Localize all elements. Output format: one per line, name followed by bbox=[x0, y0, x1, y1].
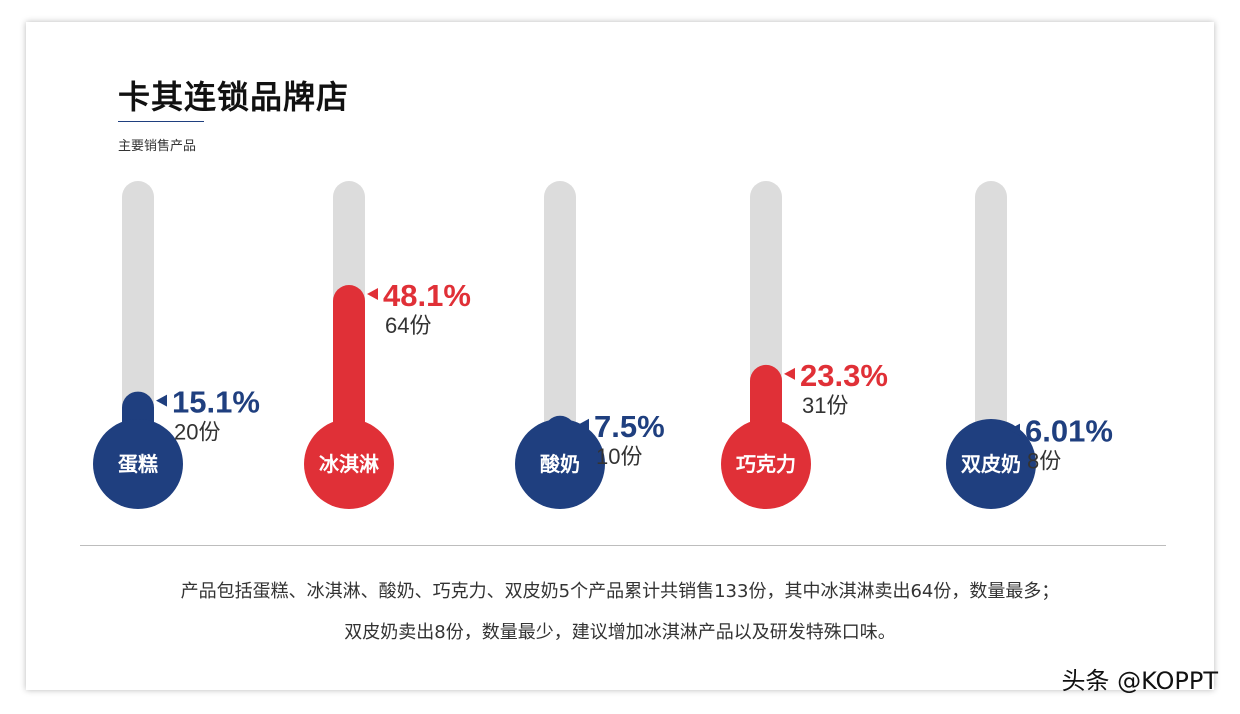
value-label: 20份 bbox=[174, 420, 220, 445]
page-title: 卡其连锁品牌店 bbox=[118, 78, 350, 116]
title-underline bbox=[118, 121, 204, 122]
page-subtitle: 主要销售产品 bbox=[118, 139, 197, 154]
percent-label: 15.1% bbox=[172, 385, 260, 420]
thermometer-track bbox=[544, 181, 576, 445]
category-label: 冰淇淋 bbox=[319, 452, 379, 476]
divider bbox=[80, 545, 1166, 546]
value-label: 31份 bbox=[802, 393, 848, 418]
thermometer-fill bbox=[333, 285, 365, 460]
pointer-triangle bbox=[156, 394, 167, 407]
percent-label: 23.3% bbox=[800, 358, 888, 393]
watermark: 头条 @KOPPT bbox=[1061, 667, 1218, 695]
value-label: 8份 bbox=[1027, 449, 1061, 474]
pointer-triangle bbox=[367, 288, 378, 300]
percent-label: 48.1% bbox=[383, 278, 471, 313]
thermometer-track bbox=[975, 181, 1007, 445]
slide bbox=[26, 22, 1214, 690]
category-label: 巧克力 bbox=[736, 452, 796, 476]
thermometer-bulb bbox=[93, 419, 183, 509]
thermometer-track bbox=[122, 181, 154, 445]
pointer-triangle bbox=[1009, 423, 1020, 436]
category-label: 蛋糕 bbox=[118, 452, 158, 476]
category-label: 酸奶 bbox=[540, 452, 580, 476]
summary-line-1: 产品包括蛋糕、冰淇淋、酸奶、巧克力、双皮奶5个产品累计共销售133份，其中冰淇淋… bbox=[180, 581, 1060, 602]
value-label: 64份 bbox=[385, 313, 431, 338]
thermometer-bulb bbox=[304, 419, 394, 509]
percent-label: 7.5% bbox=[594, 409, 665, 444]
pointer-triangle bbox=[578, 418, 589, 431]
thermometer-bulb bbox=[721, 419, 811, 509]
thermometer-bulb bbox=[946, 419, 1036, 509]
summary-line-2: 双皮奶卖出8份，数量最少，建议增加冰淇淋产品以及研发特殊口味。 bbox=[344, 622, 896, 643]
pointer-triangle bbox=[784, 367, 795, 380]
value-label: 10份 bbox=[596, 444, 642, 469]
category-label: 双皮奶 bbox=[961, 452, 1021, 476]
percent-label: 6.01% bbox=[1025, 414, 1113, 449]
thermometer-bulb bbox=[515, 419, 605, 509]
